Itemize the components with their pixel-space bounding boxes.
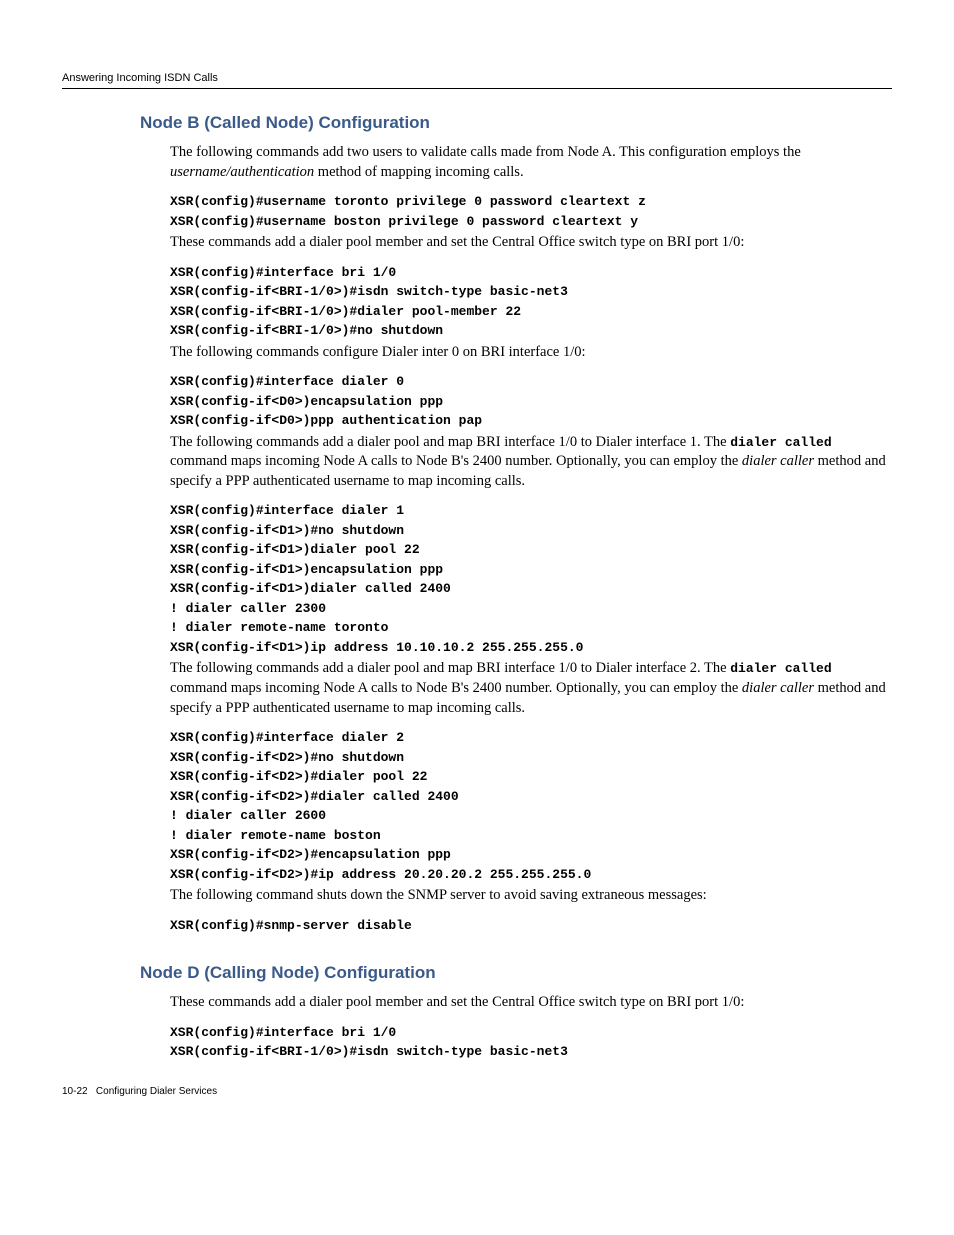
running-header: Answering Incoming ISDN Calls [62, 72, 892, 89]
text-italic: username/authentication [170, 164, 314, 180]
text-italic: dialer caller [742, 680, 814, 696]
page-number: 10-22 [62, 1086, 88, 1097]
text-run: The following commands add two users to … [170, 144, 801, 160]
text-mono: dialer called [730, 661, 831, 676]
section-b-para6: The following command shuts down the SNM… [170, 886, 892, 906]
section-b-para5: The following commands add a dialer pool… [170, 659, 892, 718]
section-d-intro: These commands add a dialer pool member … [170, 993, 892, 1013]
text-run: The following commands add a dialer pool… [170, 434, 730, 450]
section-b-para4: The following commands add a dialer pool… [170, 433, 892, 492]
command-block-5: XSR(config)#interface dialer 2 XSR(confi… [170, 728, 892, 884]
command-block-2: XSR(config)#interface bri 1/0 XSR(config… [170, 263, 892, 341]
command-block-6: XSR(config)#snmp-server disable [170, 916, 892, 936]
text-run: The following commands add a dialer pool… [170, 660, 730, 676]
command-block-1: XSR(config)#username toronto privilege 0… [170, 192, 892, 231]
section-b-para3: The following commands configure Dialer … [170, 343, 892, 363]
section-d-heading: Node D (Calling Node) Configuration [140, 963, 892, 983]
command-block-d1: XSR(config)#interface bri 1/0 XSR(config… [170, 1023, 892, 1062]
command-block-4: XSR(config)#interface dialer 1 XSR(confi… [170, 501, 892, 657]
text-italic: dialer caller [742, 453, 814, 469]
section-b-heading: Node B (Called Node) Configuration [140, 113, 892, 133]
content-body: Node B (Called Node) Configuration The f… [170, 113, 892, 1062]
section-b-intro: The following commands add two users to … [170, 143, 892, 182]
text-run: command maps incoming Node A calls to No… [170, 453, 742, 469]
page-footer: 10-22 Configuring Dialer Services [62, 1086, 892, 1097]
text-mono: dialer called [730, 435, 831, 450]
section-b-para2: These commands add a dialer pool member … [170, 233, 892, 253]
page-container: Answering Incoming ISDN Calls Node B (Ca… [0, 0, 954, 1137]
text-run: method of mapping incoming calls. [314, 164, 523, 180]
chapter-name: Configuring Dialer Services [96, 1086, 217, 1097]
command-block-3: XSR(config)#interface dialer 0 XSR(confi… [170, 372, 892, 431]
text-run: command maps incoming Node A calls to No… [170, 680, 742, 696]
